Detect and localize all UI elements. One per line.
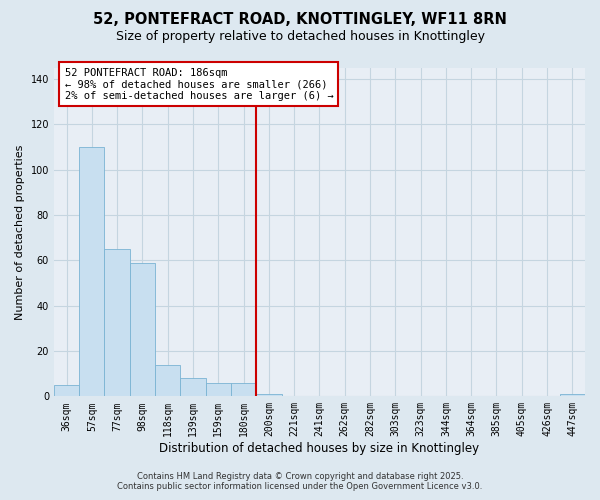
Bar [181, 378, 206, 396]
Text: 52, PONTEFRACT ROAD, KNOTTINGLEY, WF11 8RN: 52, PONTEFRACT ROAD, KNOTTINGLEY, WF11 8… [93, 12, 507, 28]
Bar [79, 147, 104, 396]
Text: Contains HM Land Registry data © Crown copyright and database right 2025.
Contai: Contains HM Land Registry data © Crown c… [118, 472, 482, 491]
Y-axis label: Number of detached properties: Number of detached properties [15, 144, 25, 320]
Bar [130, 262, 155, 396]
Bar [560, 394, 585, 396]
Text: 52 PONTEFRACT ROAD: 186sqm
← 98% of detached houses are smaller (266)
2% of semi: 52 PONTEFRACT ROAD: 186sqm ← 98% of deta… [65, 68, 333, 100]
Bar [54, 385, 79, 396]
Bar [155, 364, 181, 396]
X-axis label: Distribution of detached houses by size in Knottingley: Distribution of detached houses by size … [160, 442, 479, 455]
Bar [104, 249, 130, 396]
Bar [206, 382, 231, 396]
Bar [256, 394, 281, 396]
Bar [231, 382, 256, 396]
Text: Size of property relative to detached houses in Knottingley: Size of property relative to detached ho… [115, 30, 485, 43]
